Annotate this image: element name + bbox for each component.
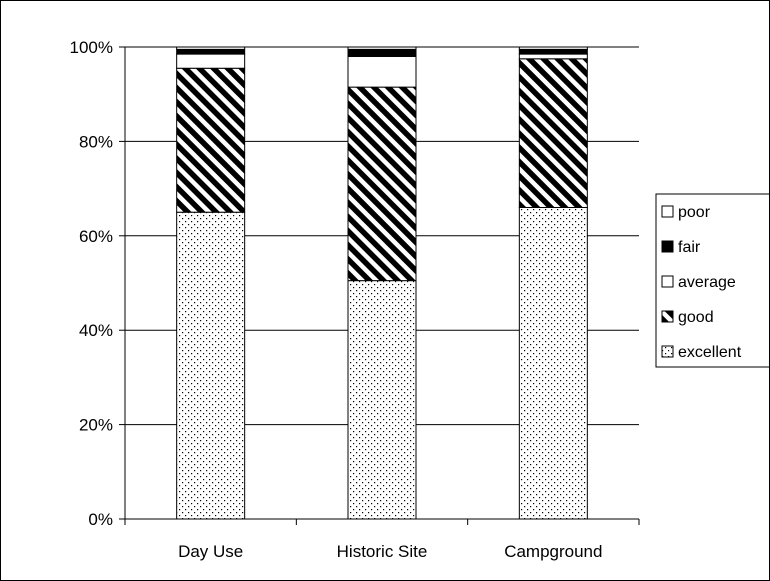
x-tick-label: Historic Site <box>337 542 428 561</box>
bar-campground-good <box>518 58 588 208</box>
legend-label-good: good <box>678 309 714 326</box>
legend-label-fair: fair <box>678 239 701 256</box>
bar-historic-site-average <box>347 55 417 88</box>
legend-swatch-good <box>661 310 674 323</box>
bar-campground-average <box>518 53 588 60</box>
bar-historic-site-good <box>347 86 417 282</box>
y-tick-label: 40% <box>79 321 113 340</box>
bar-campground-poor <box>518 46 588 50</box>
x-tick-label: Campground <box>504 542 602 561</box>
y-tick-label: 20% <box>79 416 113 435</box>
bar-day-use-excellent <box>176 211 246 520</box>
legend-swatch-excellent <box>661 345 674 358</box>
y-tick-label: 100% <box>70 38 113 57</box>
bar-day-use-good <box>176 67 246 213</box>
bar-day-use-poor <box>176 46 246 50</box>
legend-swatch-average <box>661 275 674 288</box>
y-tick-label: 60% <box>79 227 113 246</box>
axes: 0% 20% 40% 60% 80% 100% Day Use Historic Site Ca… <box>70 38 640 561</box>
legend-swatch-poor <box>661 205 674 218</box>
legend-box <box>655 193 769 368</box>
legend-swatch-fair <box>661 240 674 253</box>
bar-campground-fair <box>518 48 588 55</box>
legend-label-average: average <box>678 274 736 291</box>
bar-campground-excellent <box>518 206 588 520</box>
legend: poor fair average good excellent <box>655 193 769 368</box>
legend-label-poor: poor <box>678 204 711 221</box>
bars <box>176 46 588 520</box>
bar-historic-site-fair <box>347 48 417 57</box>
x-tick-label: Day Use <box>178 542 243 561</box>
y-tick-label: 0% <box>88 510 113 529</box>
bar-historic-site-poor <box>347 46 417 50</box>
bar-historic-site-excellent <box>347 280 417 520</box>
legend-label-excellent: excellent <box>678 344 742 361</box>
y-tick-label: 80% <box>79 132 113 151</box>
bar-day-use-average <box>176 53 246 69</box>
bar-day-use-fair <box>176 48 246 55</box>
